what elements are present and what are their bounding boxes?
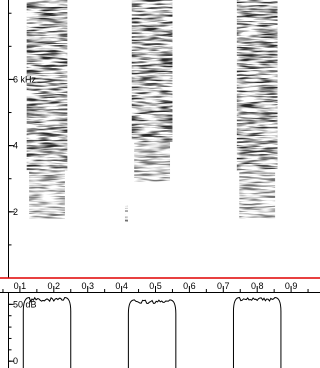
amplitude-envelope	[127, 299, 177, 368]
time-tick-label: 0.5	[149, 281, 162, 291]
burst-body	[236, 0, 278, 171]
frequency-tick-label: 6 kHz	[13, 74, 37, 84]
time-tick-label: 0.7	[217, 281, 230, 291]
stray-mark	[124, 205, 128, 222]
time-tick-label: 0.6	[183, 281, 196, 291]
frequency-tick-label: 4	[13, 141, 18, 151]
amplitude-envelope	[22, 296, 72, 368]
time-tick-label: 0.9	[285, 281, 298, 291]
spectrogram-burst	[236, 0, 278, 219]
time-axis-ticks: 0.1 0.2 0.3 0.4 0.5 0.6 0.7 0.8 0.9	[2, 281, 309, 293]
spectrogram-burst	[26, 0, 68, 219]
time-tick-label: 0.2	[48, 281, 61, 291]
spectrogram-burst	[131, 0, 173, 183]
amplitude-ticks: 50 dB 0	[8, 299, 37, 366]
burst-base	[134, 141, 171, 183]
amplitude-panel: 50 dB 0	[8, 293, 282, 368]
burst-body	[131, 0, 173, 142]
time-tick-label: 0.8	[251, 281, 264, 291]
burst-body	[26, 0, 68, 171]
spectrogram-bursts	[26, 0, 278, 222]
time-axis: 0.1 0.2 0.3 0.4 0.5 0.6 0.7 0.8 0.9	[0, 281, 320, 293]
burst-base	[239, 170, 276, 219]
amplitude-envelope	[232, 297, 282, 368]
time-tick-label: 0.3	[81, 281, 94, 291]
frequency-tick-label: 2	[13, 207, 18, 217]
burst-base	[29, 170, 65, 219]
time-tick-label: 0.4	[115, 281, 128, 291]
amplitude-envelopes	[22, 296, 282, 368]
amplitude-tick-label: 0	[13, 356, 18, 366]
time-tick-label: 0.1	[14, 281, 27, 291]
spectrogram-panel: 2 4 6 kHz	[0, 0, 320, 279]
amplitude-tick-label: 50 dB	[13, 299, 37, 309]
spectrogram-tick-labels: 2 4 6 kHz	[8, 74, 37, 217]
